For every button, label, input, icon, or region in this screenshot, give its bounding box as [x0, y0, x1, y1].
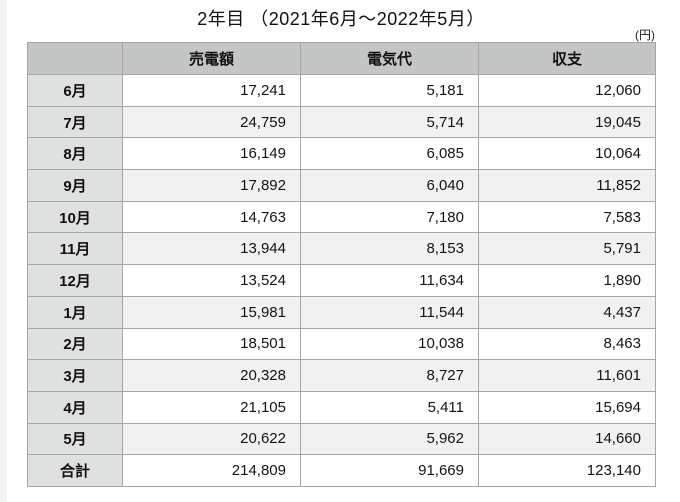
sales-value-cell: 15,981 — [122, 295, 301, 329]
month-cell: 12月 — [27, 264, 123, 297]
sales-value-cell: 18,501 — [122, 327, 301, 361]
sales-value-cell: 13,944 — [122, 232, 301, 266]
month-cell: 4月 — [27, 390, 123, 424]
cost-value-cell: 8,153 — [300, 232, 479, 266]
cost-value-cell: 91,669 — [300, 454, 479, 487]
table-row: 1月 15,981 11,544 4,437 — [27, 295, 656, 329]
table-row: 9月 17,892 6,040 11,852 — [27, 169, 656, 202]
corner-header-cell — [27, 42, 123, 75]
sales-value-cell: 17,892 — [122, 169, 301, 202]
table-row: 10月 14,763 7,180 7,583 — [27, 200, 656, 234]
table-row: 3月 20,328 8,727 11,601 — [27, 359, 656, 392]
cost-value-cell: 5,714 — [300, 105, 479, 139]
cost-value-cell: 8,727 — [300, 359, 479, 392]
cost-value-cell: 5,962 — [300, 422, 479, 456]
balance-value-cell: 11,852 — [478, 169, 656, 202]
balance-value-cell: 8,463 — [478, 327, 656, 361]
month-cell: 3月 — [27, 359, 123, 392]
table-row: 7月 24,759 5,714 19,045 — [27, 105, 656, 139]
cost-value-cell: 5,181 — [300, 74, 479, 107]
sales-value-cell: 21,105 — [122, 390, 301, 424]
month-cell: 6月 — [27, 74, 123, 107]
month-cell: 2月 — [27, 327, 123, 361]
cost-value-cell: 10,038 — [300, 327, 479, 361]
table-row: 合計 214,809 91,669 123,140 — [27, 454, 656, 487]
sales-value-cell: 214,809 — [122, 454, 301, 487]
balance-value-cell: 19,045 — [478, 105, 656, 139]
balance-value-cell: 11,601 — [478, 359, 656, 392]
table-row: 2月 18,501 10,038 8,463 — [27, 327, 656, 361]
cost-value-cell: 11,634 — [300, 264, 479, 297]
month-cell: 合計 — [27, 454, 123, 487]
cost-value-cell: 7,180 — [300, 200, 479, 234]
table-row: 6月 17,241 5,181 12,060 — [27, 74, 656, 107]
balance-value-cell: 4,437 — [478, 295, 656, 329]
table-row: 8月 16,149 6,085 10,064 — [27, 137, 656, 171]
balance-value-cell: 7,583 — [478, 200, 656, 234]
month-cell: 7月 — [27, 105, 123, 139]
cost-value-cell: 6,085 — [300, 137, 479, 171]
month-cell: 8月 — [27, 137, 123, 171]
sales-value-cell: 17,241 — [122, 74, 301, 107]
cost-value-cell: 6,040 — [300, 169, 479, 202]
balance-value-cell: 14,660 — [478, 422, 656, 456]
header-row: 売電額 電気代 収支 — [27, 42, 656, 75]
data-table: 売電額 電気代 収支 6月 17,241 5,181 12,060 7月 24,… — [27, 42, 656, 487]
table-row: 5月 20,622 5,962 14,660 — [27, 422, 656, 456]
unit-label: (円) — [635, 28, 655, 42]
sales-value-cell: 14,763 — [122, 200, 301, 234]
balance-value-cell: 12,060 — [478, 74, 656, 107]
table-row: 12月 13,524 11,634 1,890 — [27, 264, 656, 297]
balance-value-cell: 5,791 — [478, 232, 656, 266]
month-cell: 11月 — [27, 232, 123, 266]
page-left-edge-strip — [0, 0, 7, 502]
sales-value-cell: 16,149 — [122, 137, 301, 171]
month-cell: 1月 — [27, 295, 123, 329]
page-title: 2年目 （2021年6月〜2022年5月） — [197, 9, 485, 29]
balance-value-cell: 1,890 — [478, 264, 656, 297]
cost-value-cell: 5,411 — [300, 390, 479, 424]
table-row: 11月 13,944 8,153 5,791 — [27, 232, 656, 266]
balance-value-cell: 123,140 — [478, 454, 656, 487]
sales-value-cell: 20,328 — [122, 359, 301, 392]
balance-value-cell: 10,064 — [478, 137, 656, 171]
sales-value-cell: 13,524 — [122, 264, 301, 297]
month-cell: 5月 — [27, 422, 123, 456]
sales-value-cell: 24,759 — [122, 105, 301, 139]
table-row: 4月 21,105 5,411 15,694 — [27, 390, 656, 424]
month-cell: 9月 — [27, 169, 123, 202]
cost-value-cell: 11,544 — [300, 295, 479, 329]
sales-value-cell: 20,622 — [122, 422, 301, 456]
table-body: 6月 17,241 5,181 12,060 7月 24,759 5,714 1… — [27, 74, 656, 487]
month-cell: 10月 — [27, 200, 123, 234]
col-header-balance: 収支 — [478, 42, 656, 75]
col-header-sales: 売電額 — [122, 42, 301, 75]
col-header-cost: 電気代 — [300, 42, 479, 75]
balance-value-cell: 15,694 — [478, 390, 656, 424]
